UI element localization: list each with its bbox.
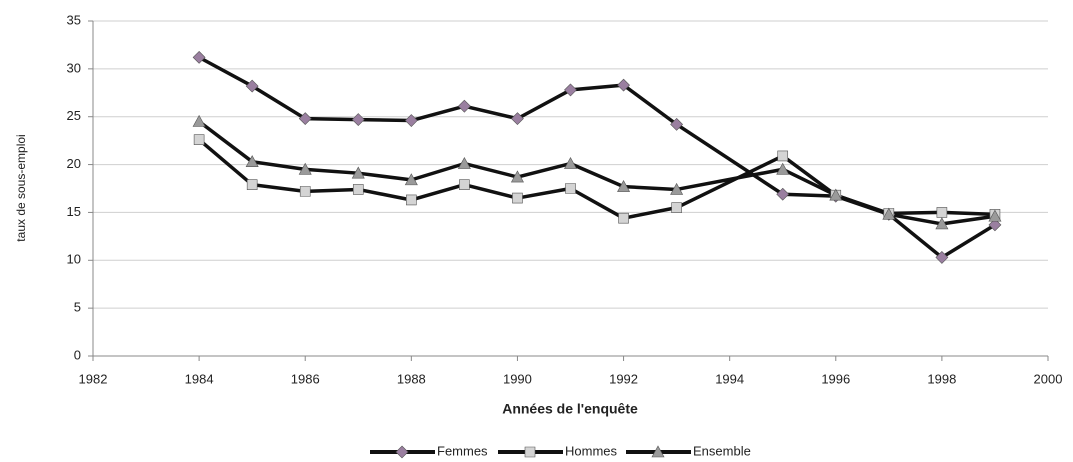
legend-label: Femmes [437,443,488,458]
marker [245,79,259,93]
marker [245,155,259,167]
marker [406,194,417,206]
marker [617,179,631,192]
marker [404,173,418,186]
series-line [198,120,996,226]
marker [617,78,630,92]
x-tick-label: 1998 [927,371,956,386]
x-tick-label: 1982 [79,371,108,386]
y-tick-label: 25 [67,108,81,123]
marker [193,134,205,145]
marker [299,186,311,197]
marker [510,170,524,183]
y-tick-label: 5 [74,300,81,315]
marker [351,113,365,127]
marker [670,182,684,195]
marker [457,156,471,169]
marker [935,250,949,264]
marker [563,156,578,169]
y-tick-label: 20 [67,156,81,171]
x-tick-label: 1986 [291,371,320,386]
marker [988,209,1002,222]
marker [671,202,682,213]
legend-label: Ensemble [693,443,751,458]
marker [459,179,470,190]
y-axis-title: taux de sous-emploi [14,134,28,241]
y-tick-label: 10 [67,252,81,267]
marker [777,150,789,162]
marker [457,99,471,113]
x-tick-label: 1996 [821,371,850,386]
marker [670,117,684,131]
y-tick-label: 30 [67,60,81,75]
marker [192,50,206,64]
y-tick-label: 0 [74,347,81,362]
marker [298,112,312,126]
marker [395,445,409,459]
marker [192,114,206,127]
marker [512,192,523,204]
marker [298,162,312,175]
marker [829,188,843,201]
marker [935,217,949,230]
marker [936,207,948,218]
marker [618,212,629,224]
x-tick-label: 1992 [609,371,638,386]
marker [776,162,790,175]
x-tick-label: 2000 [1034,371,1063,386]
x-tick-label: 1988 [397,371,426,386]
marker [524,446,536,458]
marker [882,207,896,220]
marker [246,179,258,190]
marker [404,114,418,127]
y-tick-label: 15 [67,204,81,219]
series-line [197,138,996,220]
x-tick-label: 1990 [503,371,532,386]
x-tick-label: 1984 [185,371,214,386]
y-tick-label: 35 [67,12,81,27]
marker [565,183,576,194]
marker [511,112,524,126]
series-line [198,55,996,260]
x-tick-label: 1994 [715,371,744,386]
marker [776,187,790,201]
marker [564,83,577,97]
marker [651,445,665,458]
legend-label: Hommes [565,443,618,458]
marker [351,166,365,179]
marker [352,184,364,195]
marker [988,218,1002,232]
x-axis-title: Années de l'enquête [502,401,638,417]
